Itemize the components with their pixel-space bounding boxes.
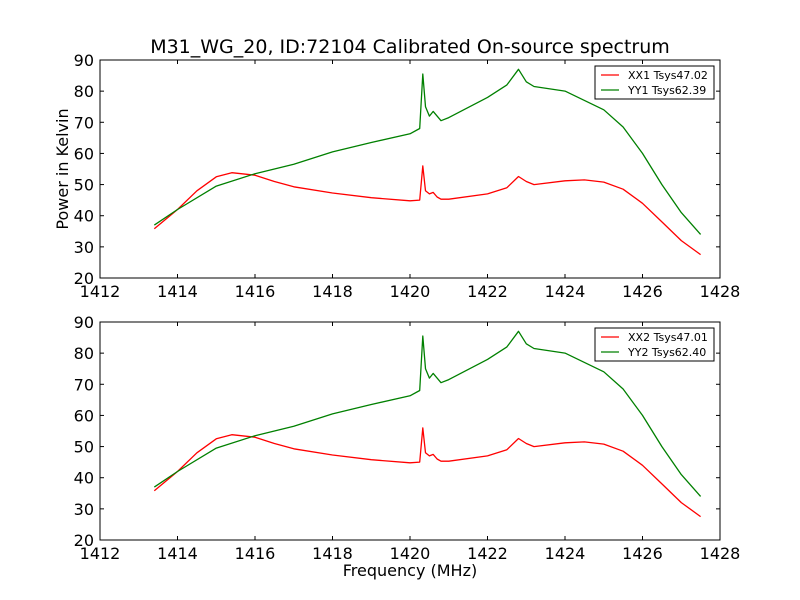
chart-title: M31_WG_20, ID:72104 Calibrated On-source… — [150, 36, 670, 58]
x-tick-label: 1422 — [467, 544, 508, 563]
y-tick-label: 70 — [74, 113, 94, 132]
legend-entry: XX2 Tsys47.01 — [628, 331, 708, 344]
y-tick-label: 80 — [74, 344, 94, 363]
y-tick-label: 50 — [74, 438, 94, 457]
y-tick-label: 70 — [74, 375, 94, 394]
y-tick-label: 90 — [74, 51, 94, 70]
y-tick-label: 30 — [74, 238, 94, 257]
x-tick-label: 1418 — [312, 282, 353, 301]
y-tick-label: 60 — [74, 406, 94, 425]
legend-entry: YY2 Tsys62.40 — [627, 346, 706, 359]
legend-entry: YY1 Tsys62.39 — [627, 84, 706, 97]
y-tick-label: 40 — [74, 207, 94, 226]
legend: XX2 Tsys47.01 YY2 Tsys62.40 — [594, 327, 715, 362]
x-tick-label: 1412 — [80, 544, 121, 563]
series-line-xx1 — [153, 165, 701, 256]
y-tick-label: 20 — [74, 269, 94, 288]
bottom-plot-panel: 1412 1414 1416 1418 1420 1422 1424 1426 1428 20 30… — [74, 313, 741, 563]
x-tick-label: 1420 — [390, 544, 431, 563]
legend-box — [594, 327, 715, 362]
series-line-yy1 — [153, 68, 702, 235]
legend: XX1 Tsys47.02 YY1 Tsys62.39 — [594, 65, 715, 100]
x-tick-label: 1416 — [235, 544, 276, 563]
x-tick-label: 1422 — [467, 282, 508, 301]
legend-entry: XX1 Tsys47.02 — [628, 69, 708, 82]
y-tick-label: 30 — [74, 500, 94, 519]
x-tick-label: 1414 — [157, 544, 198, 563]
x-tick-label: 1426 — [622, 544, 663, 563]
y-tick-label: 40 — [74, 469, 94, 488]
legend-box — [594, 65, 715, 100]
top-plot-panel: 1412 1414 1416 1418 1420 1422 1424 1426 1428 20 30… — [74, 51, 741, 301]
x-tick-label: 1424 — [545, 544, 586, 563]
y-axis-label: Power in Kelvin — [53, 108, 72, 229]
y-tick-label: 50 — [74, 176, 94, 195]
y-tick-label: 60 — [74, 144, 94, 163]
x-tick-label: 1426 — [622, 282, 663, 301]
series-line-xx2 — [153, 427, 701, 518]
x-tick-label: 1420 — [390, 282, 431, 301]
x-tick-label: 1424 — [545, 282, 586, 301]
y-tick-label: 80 — [74, 82, 94, 101]
x-tick-label: 1414 — [157, 282, 198, 301]
series-line-yy2 — [153, 330, 702, 497]
x-tick-label: 1418 — [312, 544, 353, 563]
x-axis-label: Frequency (MHz) — [343, 561, 477, 580]
y-tick-label: 90 — [74, 313, 94, 332]
x-tick-label: 1428 — [700, 544, 741, 563]
x-tick-label: 1428 — [700, 282, 741, 301]
y-tick-label: 20 — [74, 531, 94, 550]
x-tick-label: 1412 — [80, 282, 121, 301]
x-tick-label: 1416 — [235, 282, 276, 301]
